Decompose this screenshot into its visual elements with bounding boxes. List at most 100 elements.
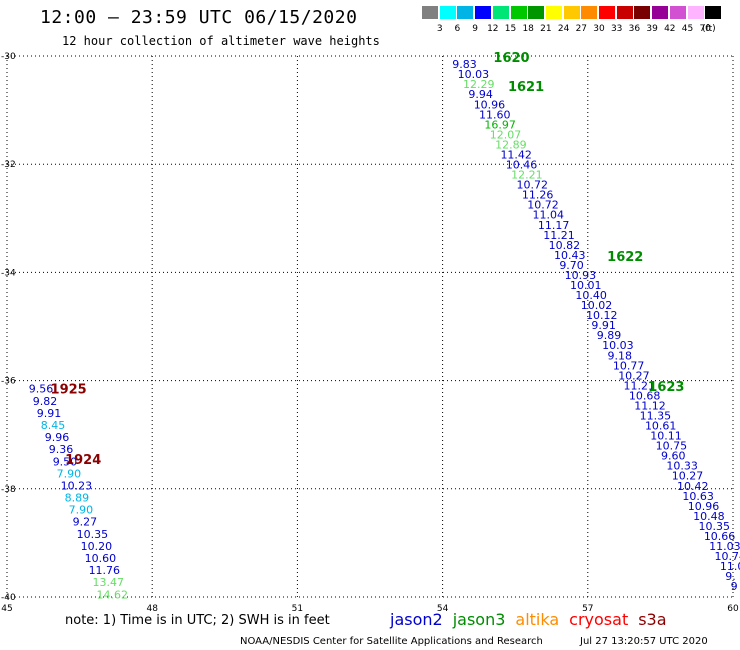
wave-height-value: 10.35 (77, 528, 109, 541)
footer-note: note: 1) Time is in UTC; 2) SWH is in fe… (65, 613, 330, 628)
satellite-legend-item: cryosat (569, 610, 629, 629)
wave-height-value: 11.21 (543, 229, 575, 242)
wave-height-value: 9.94 (468, 88, 493, 101)
wave-height-value: 12.07 (490, 128, 522, 141)
wave-height-value: 13.47 (93, 576, 125, 589)
wave-height-value: 9.96 (45, 431, 69, 444)
scale-label: 21 (540, 24, 552, 34)
wave-height-value: 11.60 (479, 108, 511, 121)
wave-height-value: 11.0 (720, 560, 740, 573)
wave-height-value: 8.89 (65, 492, 90, 505)
scale-label: 33 (610, 24, 623, 34)
scale-label: 6 (454, 24, 461, 34)
wave-height-value: 9.91 (37, 407, 62, 420)
wave-height-value: 10.66 (704, 530, 736, 543)
pass-time-label: 1620 (493, 51, 529, 66)
scale-swatch (599, 6, 615, 19)
scale-swatch (475, 6, 492, 19)
y-tick-label: -40 (1, 593, 16, 603)
scale-swatch (687, 6, 704, 19)
scale-swatch (669, 6, 686, 19)
wave-height-value: 10.61 (645, 420, 677, 433)
wave-height-value: 10.48 (693, 510, 725, 523)
scale-label: 9 (472, 24, 478, 34)
wave-height-value: 9.50 (53, 455, 78, 468)
scale-swatch (616, 6, 633, 19)
pass-time-labels: 1620 1621 1622 1623 1925 1924 (51, 51, 685, 468)
scale-swatch (528, 6, 545, 19)
wave-height-value: 10.96 (688, 500, 720, 513)
x-tick-label: 51 (292, 604, 303, 614)
wave-height-value: 8.45 (41, 419, 66, 432)
scale-label: 27 (575, 24, 588, 34)
wave-height-value: 10.20 (81, 540, 113, 553)
wave-height-value: 9.91 (591, 319, 616, 332)
scale-label: 24 (557, 24, 570, 34)
x-tick-label: 57 (582, 604, 593, 614)
scale-swatch (705, 6, 722, 19)
scale-swatch (563, 6, 580, 19)
wave-height-value: 9 (731, 580, 738, 593)
scale-label: 18 (522, 24, 534, 34)
wave-height-value: 10.03 (458, 68, 490, 81)
scale-unit-label: (ft) (702, 24, 716, 34)
scale-swatch (545, 6, 562, 19)
wave-height-value: 16.97 (484, 118, 516, 131)
wave-height-value: 10.77 (613, 359, 645, 372)
x-tick-label: 45 (1, 604, 12, 614)
wave-height-value: 7.90 (57, 467, 82, 480)
scale-label: 12 (487, 24, 499, 34)
wave-height-value: 9.18 (607, 349, 632, 362)
wave-height-value: 9.70 (559, 259, 584, 272)
x-tick-label: 54 (437, 604, 449, 614)
wave-height-value: 10.23 (61, 479, 92, 492)
wave-height-value: 7.90 (69, 504, 94, 517)
scale-label: 15 (504, 24, 517, 34)
pass-time-label: 1623 (648, 380, 684, 395)
wave-height-value: 11.26 (522, 189, 554, 202)
pass-time-label: 1924 (65, 453, 101, 468)
wave-height-value: 10.03 (602, 339, 634, 352)
chart-title: 12:00 – 23:59 UTC 06/15/2020 (40, 7, 358, 28)
timestamp-text: Jul 27 13:20:57 UTC 2020 (580, 636, 708, 647)
wave-height-value: 11.35 (640, 410, 672, 423)
y-tick-label: -34 (1, 268, 16, 278)
wave-height-value: 11.03 (709, 540, 740, 553)
wave-height-value: 9.83 (452, 58, 477, 71)
scale-swatch (652, 6, 669, 19)
x-tick-label: 60 (727, 604, 739, 614)
scale-swatch (492, 6, 509, 19)
wave-height-value: 10.68 (629, 389, 661, 402)
wave-height-value: 10.01 (570, 279, 602, 292)
wave-height-value: 10.33 (666, 460, 698, 473)
wave-height-value: 10.72 (517, 179, 549, 192)
wave-height-value: 9.56 (29, 383, 53, 396)
scale-label: 70 (699, 24, 711, 34)
wave-height-value: 9.89 (597, 329, 622, 342)
wave-height-value: 10.93 (565, 269, 597, 282)
wave-height-value: 10.40 (575, 289, 607, 302)
credit-text: NOAA/NESDIS Center for Satellite Applica… (240, 636, 543, 647)
scale-swatch (457, 6, 474, 19)
satellite-legend-item: s3a (638, 610, 667, 629)
wave-height-value: 12.29 (463, 78, 495, 91)
wave-height-labels: 9.8310.0312.299.9410.9611.6016.9712.0712… (29, 58, 740, 601)
wave-height-value: 10.02 (581, 299, 613, 312)
wave-height-value: 14.62 (97, 588, 129, 601)
wave-height-value: 10.96 (474, 98, 506, 111)
satellite-legend: jason2 jason3 altika cryosat s3a (390, 610, 677, 629)
wave-height-value: 10.74 (715, 550, 740, 563)
wave-height-value: 10.63 (682, 490, 714, 503)
scale-swatch (634, 6, 651, 19)
y-tick-label: -36 (1, 377, 16, 387)
wave-height-value: 10.11 (650, 430, 682, 443)
y-tick-label: -32 (1, 160, 16, 170)
scale-swatch (422, 6, 438, 19)
grid-lines (6, 55, 734, 598)
wave-height-value: 11.21 (624, 379, 656, 392)
wave-height-value: 10.60 (85, 552, 117, 565)
wave-height-value: 10.42 (677, 480, 709, 493)
scale-label: 30 (593, 24, 605, 34)
satellite-legend-item: jason3 (452, 610, 506, 629)
